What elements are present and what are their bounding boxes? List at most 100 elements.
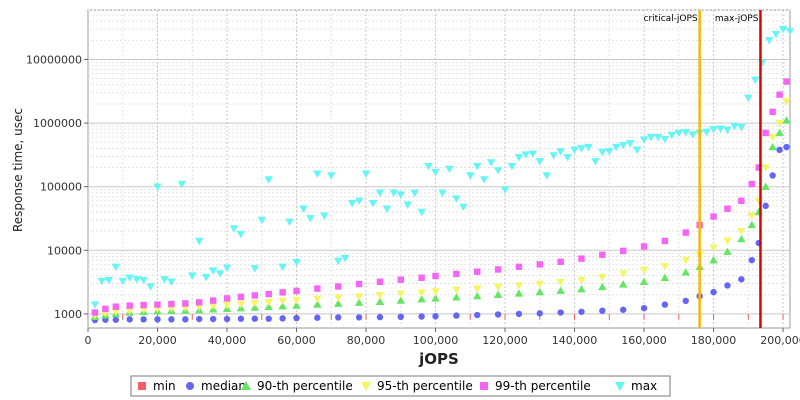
data-point [639, 277, 649, 285]
data-point [748, 180, 755, 188]
data-point [335, 283, 342, 290]
data-point [764, 37, 774, 45]
data-point [682, 297, 689, 305]
y-tick-label: 1000 [54, 308, 82, 321]
legend-label: max [631, 379, 657, 393]
data-point [761, 182, 770, 190]
data-point [494, 266, 502, 273]
data-point [223, 295, 231, 302]
legend: min median 90-th percentile 95-th percentil… [130, 375, 671, 397]
series-4 [91, 78, 790, 316]
data-point [222, 301, 232, 310]
data-point [660, 263, 670, 271]
data-point [724, 282, 731, 289]
data-point [625, 140, 635, 148]
legend-label: 90-th percentile [257, 379, 353, 393]
data-point [453, 270, 460, 278]
data-point [431, 288, 440, 296]
data-point [397, 313, 404, 321]
data-point [306, 214, 315, 223]
data-point [354, 298, 364, 306]
data-point [403, 201, 412, 209]
data-point [139, 306, 148, 314]
data-point [514, 154, 524, 162]
data-point [681, 256, 690, 265]
data-point [139, 276, 148, 285]
data-point [730, 122, 739, 131]
data-point [250, 299, 260, 308]
data-point [661, 301, 669, 308]
data-point [723, 247, 732, 255]
data-point [748, 256, 755, 264]
data-point [599, 251, 606, 258]
data-point [177, 180, 187, 189]
x-tick-label: 140,000 [552, 334, 598, 347]
data-point [598, 282, 607, 291]
data-point [578, 308, 585, 315]
data-point [486, 159, 496, 167]
data-point [293, 314, 300, 322]
data-point [285, 218, 294, 227]
data-point [397, 276, 404, 283]
data-point [775, 128, 784, 137]
legend-symbol [138, 382, 146, 390]
data-point [640, 243, 648, 250]
data-point [375, 189, 385, 198]
data-point [535, 158, 544, 166]
legend-item: max [615, 379, 657, 393]
data-point [376, 313, 384, 321]
data-point [761, 164, 770, 172]
data-point [201, 273, 211, 282]
data-point [196, 299, 203, 306]
data-point [528, 150, 538, 158]
data-point [598, 273, 607, 282]
data-point [557, 258, 564, 265]
data-point [702, 128, 711, 136]
data-point [577, 145, 586, 153]
data-point [755, 164, 762, 171]
data-point [591, 158, 600, 166]
data-point [418, 313, 425, 320]
data-point [768, 142, 777, 151]
data-point [598, 148, 607, 157]
x-axis-title: jOPS [418, 350, 459, 368]
data-point [473, 162, 482, 171]
series-1 [91, 143, 790, 324]
data-point [292, 301, 301, 309]
data-point [452, 286, 461, 295]
data-point [557, 309, 564, 316]
marker-label: max-jOPS [715, 14, 759, 24]
data-point [612, 143, 621, 152]
data-point [376, 278, 384, 285]
data-point [556, 286, 565, 294]
data-point [778, 25, 788, 34]
data-point [570, 146, 579, 155]
data-point [521, 151, 531, 159]
data-point [375, 297, 385, 305]
data-point [132, 276, 141, 284]
data-point [776, 91, 783, 98]
data-point [710, 288, 717, 296]
data-point [445, 165, 454, 174]
data-point [744, 94, 753, 102]
data-point [660, 273, 670, 281]
legend-symbol [615, 382, 625, 391]
marker-layer: critical-jOPS max-jOPS [644, 10, 762, 328]
data-point [320, 212, 329, 220]
data-point [751, 76, 760, 84]
data-point [783, 78, 790, 85]
data-point [466, 172, 475, 180]
data-point [563, 154, 572, 162]
data-point [126, 302, 133, 309]
data-point [769, 172, 776, 179]
data-point [417, 289, 426, 297]
data-point [182, 316, 189, 323]
data-point [619, 306, 627, 313]
data-point [279, 315, 286, 322]
data-point [716, 125, 725, 133]
data-point [314, 314, 321, 321]
data-point [153, 183, 162, 191]
data-point [313, 170, 322, 178]
data-point [188, 272, 197, 280]
data-point [747, 212, 756, 220]
